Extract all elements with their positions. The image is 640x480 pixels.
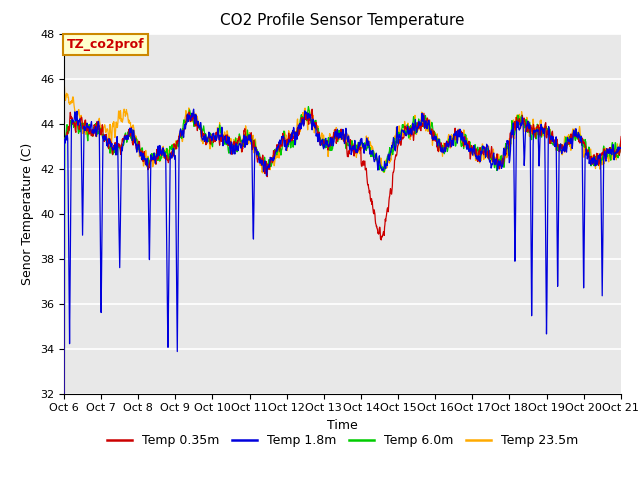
Temp 23.5m [364,134,372,140]
Temp 6.0m [166,145,174,151]
Line: Temp 6.0m: Temp 6.0m [64,107,640,480]
Temp 0.35m [470,147,477,153]
Temp 23.5m [167,151,175,156]
Temp 6.0m [305,104,312,109]
Temp 23.5m [60,404,68,410]
Temp 1.8m [616,145,624,151]
Temp 1.8m [60,460,68,466]
Temp 1.8m [190,106,198,112]
Temp 6.0m [329,138,337,144]
Y-axis label: Senor Temperature (C): Senor Temperature (C) [22,143,35,285]
Temp 23.5m [329,134,337,140]
Temp 0.35m [364,182,372,188]
Temp 0.35m [616,149,624,155]
Temp 0.35m [329,137,337,143]
Title: CO2 Profile Sensor Temperature: CO2 Profile Sensor Temperature [220,13,465,28]
Temp 23.5m [72,110,79,116]
Text: TZ_co2prof: TZ_co2prof [67,38,145,51]
Temp 1.8m [166,151,174,156]
Line: Temp 1.8m: Temp 1.8m [64,109,640,463]
Temp 0.35m [308,106,316,112]
Temp 23.5m [61,82,68,88]
Temp 6.0m [616,148,624,154]
Temp 6.0m [364,140,372,146]
Line: Temp 0.35m: Temp 0.35m [64,109,640,467]
Temp 23.5m [470,153,477,159]
Temp 0.35m [60,463,68,468]
Line: Temp 23.5m: Temp 23.5m [64,85,640,459]
Temp 6.0m [71,119,79,125]
Temp 1.8m [71,112,79,118]
X-axis label: Time: Time [327,419,358,432]
Temp 0.35m [166,153,174,159]
Temp 1.8m [470,143,477,148]
Temp 1.8m [364,140,372,146]
Temp 6.0m [470,148,477,154]
Temp 23.5m [616,143,624,148]
Legend: Temp 0.35m, Temp 1.8m, Temp 6.0m, Temp 23.5m: Temp 0.35m, Temp 1.8m, Temp 6.0m, Temp 2… [102,429,583,452]
Temp 0.35m [71,126,79,132]
Temp 1.8m [329,139,337,144]
